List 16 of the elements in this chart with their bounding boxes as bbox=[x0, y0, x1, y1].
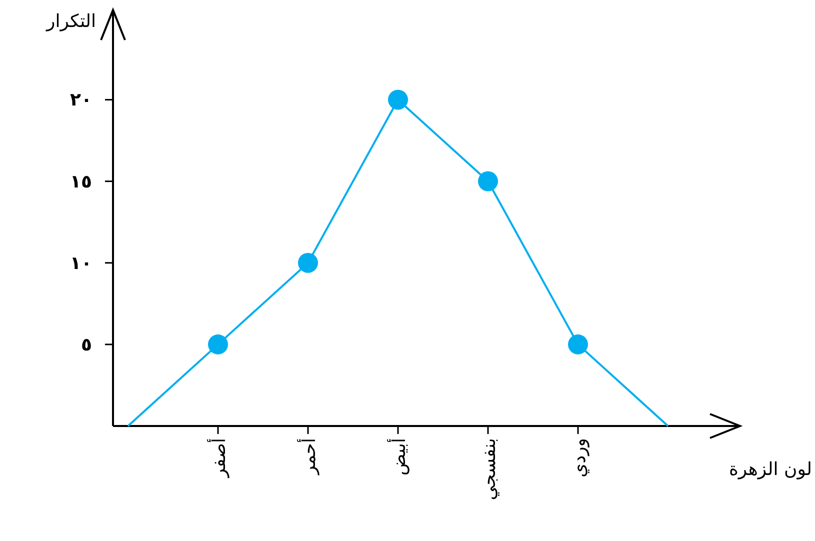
x-tick-label: أصفر bbox=[207, 438, 230, 478]
point bbox=[478, 171, 498, 192]
y-tick-label: ١٠ bbox=[70, 252, 92, 274]
y-tick-label: ١٥ bbox=[70, 171, 92, 192]
point bbox=[388, 90, 408, 110]
x-tick-label: وردي bbox=[569, 438, 590, 478]
point bbox=[298, 252, 318, 273]
x-tick-label: أحمر bbox=[297, 438, 320, 476]
x-tick-label: أبيض bbox=[387, 438, 410, 476]
x-axis-title: لون الزهرة bbox=[729, 459, 812, 480]
y-tick-label: ٢٠ bbox=[70, 90, 92, 111]
y-axis-title: التكرار bbox=[46, 11, 96, 32]
point bbox=[568, 334, 588, 354]
x-tick-label: بنفسجي bbox=[479, 438, 500, 500]
point bbox=[208, 334, 228, 354]
y-tick-label: ٥ bbox=[81, 334, 92, 356]
